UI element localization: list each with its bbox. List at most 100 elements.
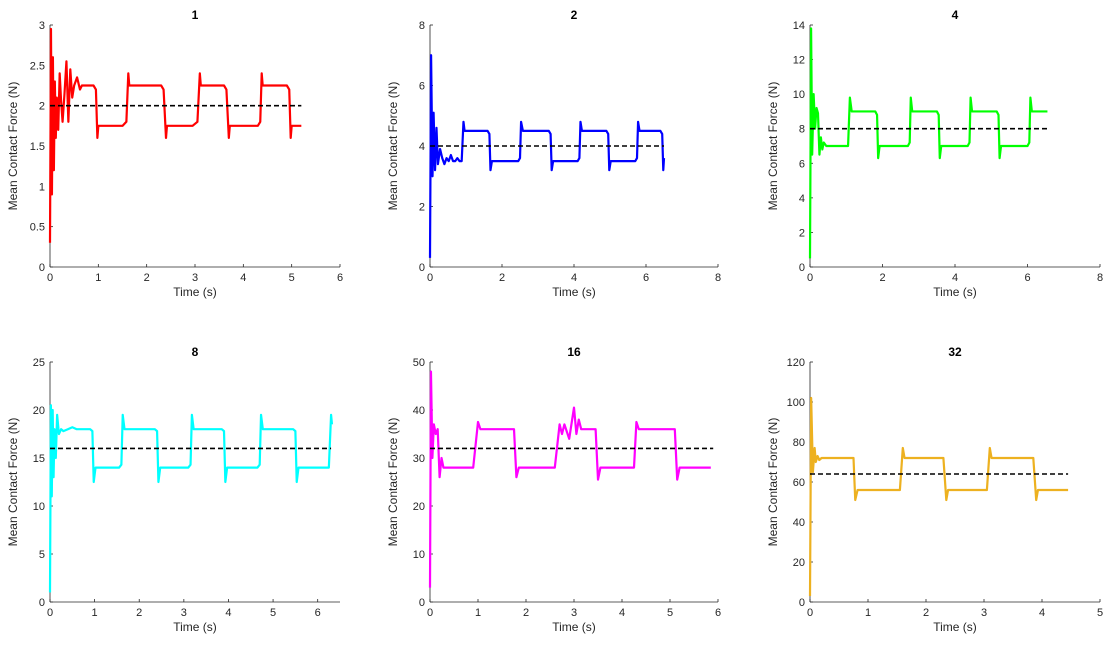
x-tick-label: 3: [981, 607, 987, 619]
y-tick-label: 120: [787, 357, 805, 369]
y-tick-label: 40: [793, 517, 805, 529]
series-line: [808, 396, 1069, 597]
series-line: [48, 404, 334, 593]
y-tick-label: 0: [39, 262, 45, 274]
x-tick-label: 8: [1097, 272, 1103, 284]
subplot-2: 0 2 4 6 8 0 2 4 6 8 2 Time (s) Mean Contact Force (N…: [386, 8, 721, 299]
x-tick-label: 0: [807, 272, 813, 284]
subplot-title: 16: [567, 345, 581, 359]
y-tick-label: 0: [419, 597, 425, 609]
subplot-8: 0 1 2 3 4 5 6 0 5 10 15 20 25 8 Time (s) Mean Contact F…: [6, 345, 340, 634]
subplot-title: 2: [571, 8, 578, 22]
x-axis-label: Time (s): [173, 285, 217, 299]
subplot-32: 0 1 2 3 4 5 0 20 40 60 80 100 120 32 Time (s) Mean Cont…: [766, 345, 1103, 634]
subplot-1: 0 1 2 3 4 5 6 0 0.5 1 1.5 2 2.5 3 1 Time (s) Mean Contac…: [6, 8, 343, 299]
y-tick-label: 30: [413, 453, 425, 465]
subplot-title: 32: [948, 345, 962, 359]
y-tick-label: 20: [413, 501, 425, 513]
x-tick-label: 2: [923, 607, 929, 619]
x-tick-label: 1: [475, 607, 481, 619]
x-tick-label: 0: [807, 607, 813, 619]
y-axis-label: Mean Contact Force (N): [6, 82, 20, 211]
x-tick-label: 6: [315, 607, 321, 619]
x-axis-label: Time (s): [552, 285, 596, 299]
subplot-title: 1: [192, 8, 199, 22]
x-tick-label: 6: [643, 272, 649, 284]
y-tick-label: 0: [419, 262, 425, 274]
x-tick-label: 3: [571, 607, 577, 619]
x-tick-label: 6: [337, 272, 343, 284]
y-axis-label: Mean Contact Force (N): [386, 82, 400, 211]
x-tick-label: 5: [1097, 607, 1103, 619]
x-tick-label: 0: [427, 272, 433, 284]
x-tick-label: 4: [571, 272, 577, 284]
x-tick-label: 1: [95, 272, 101, 284]
y-tick-label: 8: [419, 20, 425, 32]
x-tick-label: 3: [181, 607, 187, 619]
y-tick-label: 14: [793, 20, 805, 32]
y-tick-label: 80: [793, 437, 805, 449]
x-tick-label: 2: [144, 272, 150, 284]
y-axis-label: Mean Contact Force (N): [766, 82, 780, 211]
x-tick-label: 2: [879, 272, 885, 284]
series-line: [48, 27, 302, 243]
y-tick-label: 6: [419, 81, 425, 93]
x-tick-label: 0: [47, 272, 53, 284]
x-tick-label: 2: [499, 272, 505, 284]
y-tick-label: 4: [419, 141, 425, 153]
y-tick-label: 10: [33, 501, 45, 513]
y-axis-label: Mean Contact Force (N): [766, 418, 780, 547]
y-axis-label: Mean Contact Force (N): [6, 418, 20, 547]
subplot-title: 4: [952, 8, 959, 22]
y-tick-label: 0.5: [30, 222, 45, 234]
x-tick-label: 1: [865, 607, 871, 619]
y-tick-label: 0: [799, 597, 805, 609]
y-tick-label: 2: [799, 227, 805, 239]
x-tick-label: 1: [92, 607, 98, 619]
series-line: [808, 27, 1048, 259]
x-axis-label: Time (s): [552, 620, 596, 634]
x-tick-label: 4: [1039, 607, 1045, 619]
y-tick-label: 2: [419, 202, 425, 214]
y-tick-label: 40: [413, 405, 425, 417]
series-line: [428, 370, 711, 588]
x-tick-label: 2: [136, 607, 142, 619]
y-tick-label: 100: [787, 397, 805, 409]
x-tick-label: 2: [523, 607, 529, 619]
y-tick-label: 50: [413, 357, 425, 369]
y-tick-label: 0: [799, 262, 805, 274]
y-tick-label: 1: [39, 181, 45, 193]
x-tick-label: 5: [270, 607, 276, 619]
x-axis-label: Time (s): [933, 285, 977, 299]
y-tick-label: 10: [413, 549, 425, 561]
x-tick-label: 4: [225, 607, 231, 619]
y-tick-label: 12: [793, 55, 805, 67]
x-tick-label: 4: [240, 272, 246, 284]
y-tick-label: 4: [799, 193, 805, 205]
y-tick-label: 15: [33, 453, 45, 465]
y-tick-label: 1.5: [30, 141, 45, 153]
y-tick-label: 25: [33, 357, 45, 369]
x-tick-label: 3: [192, 272, 198, 284]
y-tick-label: 8: [799, 124, 805, 136]
x-tick-label: 4: [952, 272, 958, 284]
x-axis-label: Time (s): [173, 620, 217, 634]
subplot-16: 0 1 2 3 4 5 6 0 10 20 30 40 50 16 Time (s) Mean Contact…: [386, 345, 721, 634]
x-axis-label: Time (s): [933, 620, 977, 634]
x-tick-label: 5: [667, 607, 673, 619]
y-tick-label: 3: [39, 20, 45, 32]
y-tick-label: 20: [33, 405, 45, 417]
series-line: [428, 54, 666, 258]
y-tick-label: 10: [793, 89, 805, 101]
y-tick-label: 20: [793, 557, 805, 569]
y-tick-label: 5: [39, 549, 45, 561]
y-tick-label: 6: [799, 158, 805, 170]
y-tick-label: 2.5: [30, 60, 45, 72]
x-tick-label: 4: [619, 607, 625, 619]
x-tick-label: 6: [715, 607, 721, 619]
x-tick-label: 0: [427, 607, 433, 619]
y-tick-label: 0: [39, 597, 45, 609]
y-tick-label: 2: [39, 101, 45, 113]
